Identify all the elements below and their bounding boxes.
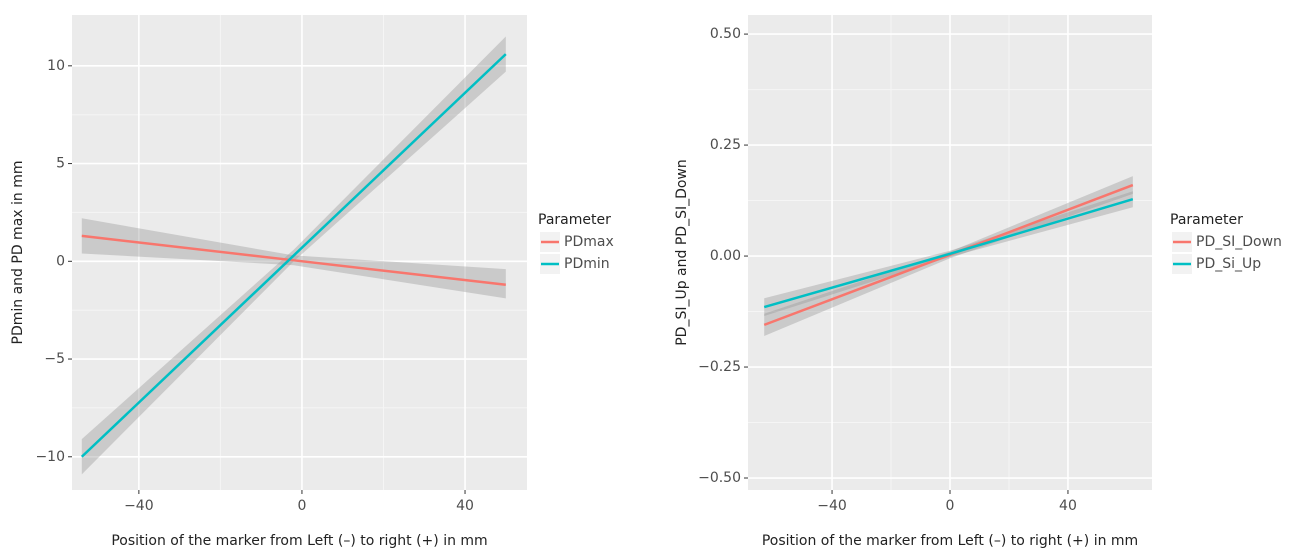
- legend-label: PDmax: [564, 234, 614, 250]
- y-tick-label: 0.00: [710, 248, 741, 264]
- panel-background: [72, 15, 527, 490]
- x-tick-label: −40: [124, 498, 154, 514]
- confidence-band: [81, 218, 506, 299]
- y-tick-label: 0.25: [710, 137, 741, 153]
- legend-label: PDmin: [564, 256, 610, 272]
- x-tick-label: 40: [1059, 498, 1077, 514]
- y-tick-label: −0.50: [698, 470, 741, 486]
- x-tick-label: −40: [817, 498, 847, 514]
- legend-title: Parameter: [538, 212, 611, 228]
- y-tick-label: 10: [47, 58, 65, 74]
- legend-title: Parameter: [1170, 212, 1243, 228]
- y-tick-label: −10: [35, 449, 65, 465]
- y-tick-label: −0.25: [698, 359, 741, 375]
- trend-line: [80, 53, 507, 458]
- y-axis-title: PD_SI_Up and PD_SI_Down: [674, 159, 690, 346]
- trend-line: [763, 198, 1134, 309]
- y-tick-label: 0: [56, 253, 65, 269]
- trend-line: [81, 234, 506, 286]
- y-tick-label: −5: [44, 351, 65, 367]
- y-tick-label: 0.50: [710, 26, 741, 42]
- legend-label: PD_SI_Down: [1196, 234, 1282, 250]
- y-axis-title: PDmin and PD max in mm: [10, 161, 26, 345]
- x-tick-label: 0: [946, 498, 955, 514]
- x-tick-label: 0: [297, 498, 306, 514]
- legend-label: PD_Si_Up: [1196, 256, 1261, 272]
- y-tick-label: 5: [56, 156, 65, 172]
- x-tick-label: 40: [456, 498, 474, 514]
- x-axis-title: Position of the marker from Left (–) to …: [762, 533, 1138, 549]
- x-axis-title: Position of the marker from Left (–) to …: [111, 533, 487, 549]
